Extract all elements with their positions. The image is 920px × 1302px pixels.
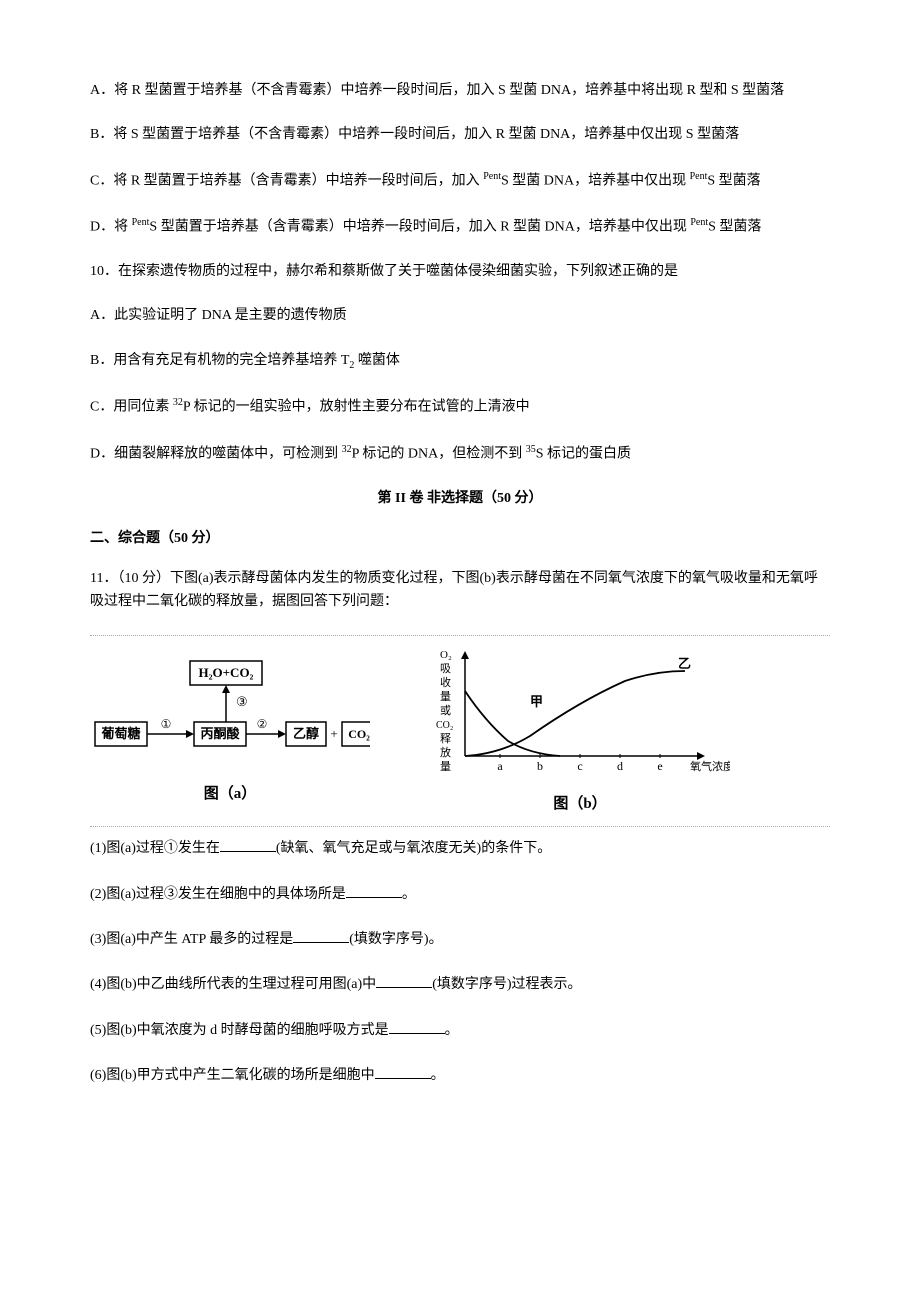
text: P 标记的一组实验中，放射性主要分布在试管的上清液中 <box>183 400 530 415</box>
svg-text:CO₂: CO₂ <box>348 727 370 741</box>
svg-text:氧气浓度: 氧气浓度 <box>690 759 730 773</box>
q11-sub1: (1)图(a)过程①发生在 (缺氧、氧气充足或与氧浓度无关)的条件下。 <box>90 837 830 860</box>
svg-text:O₂: O₂ <box>440 649 452 661</box>
text: P 标记的 DNA，但检测不到 <box>352 446 526 461</box>
svg-text:丙酮酸: 丙酮酸 <box>200 726 240 741</box>
blank <box>346 883 402 898</box>
figure-b: O₂ 吸 收 量 或 CO₂ 释 放 量 甲 乙 a b c d <box>430 646 730 786</box>
text: 。 <box>402 887 416 902</box>
figure-a-label: 图（a） <box>204 782 257 806</box>
svg-text:放: 放 <box>440 745 451 759</box>
q9-option-a: A．将 R 型菌置于培养基（不含青霉素）中培养一段时间后，加入 S 型菌 DNA… <box>90 80 830 102</box>
q11-sub6: (6)图(b)甲方式中产生二氧化碳的场所是细胞中 。 <box>90 1064 830 1087</box>
q11-sub5: (5)图(b)中氧浓度为 d 时酵母菌的细胞呼吸方式是 。 <box>90 1019 830 1042</box>
part-ii-title: 第 II 卷 非选择题（50 分） <box>90 488 830 510</box>
text: (2)图(a)过程③发生在细胞中的具体场所是 <box>90 887 346 902</box>
figure-b-wrap: O₂ 吸 收 量 或 CO₂ 释 放 量 甲 乙 a b c d <box>430 646 730 816</box>
q10-stem: 10．在探索遗传物质的过程中，赫尔希和蔡斯做了关于噬菌体侵染细菌实验，下列叙述正… <box>90 261 830 283</box>
text: (填数字序号)。 <box>349 932 442 947</box>
text: (5)图(b)中氧浓度为 d 时酵母菌的细胞呼吸方式是 <box>90 1023 389 1038</box>
q10-option-a: A．此实验证明了 DNA 是主要的遗传物质 <box>90 305 830 327</box>
svg-text:d: d <box>617 759 623 773</box>
svg-text:葡萄糖: 葡萄糖 <box>100 726 140 741</box>
text: D．将 <box>90 219 132 234</box>
blank <box>389 1019 445 1034</box>
q10-option-b: B．用含有充足有机物的完全培养基培养 T2 噬菌体 <box>90 350 830 374</box>
text: C．将 R 型菌置于培养基（含青霉素）中培养一段时间后，加入 <box>90 173 483 188</box>
q11-sub2: (2)图(a)过程③发生在细胞中的具体场所是 。 <box>90 883 830 906</box>
text: D．细菌裂解释放的噬菌体中，可检测到 <box>90 446 342 461</box>
sup: Pent <box>690 171 708 182</box>
svg-text:乙醇: 乙醇 <box>293 726 319 741</box>
svg-text:e: e <box>657 759 662 773</box>
q9-option-d: D．将 PentS 型菌置于培养基（含青霉素）中培养一段时间后，加入 R 型菌 … <box>90 215 830 239</box>
text: (1)图(a)过程①发生在 <box>90 841 220 856</box>
svg-text:③: ③ <box>236 694 248 709</box>
q11-sub3: (3)图(a)中产生 ATP 最多的过程是 (填数字序号)。 <box>90 928 830 951</box>
text: S 标记的蛋白质 <box>536 446 631 461</box>
text: (3)图(a)中产生 ATP 最多的过程是 <box>90 932 293 947</box>
svg-text:吸: 吸 <box>440 663 451 675</box>
text: S 型菌 DNA，培养基中仅出现 <box>501 173 690 188</box>
svg-text:量: 量 <box>440 690 451 703</box>
svg-text:a: a <box>497 759 503 773</box>
svg-text:甲: 甲 <box>530 694 543 709</box>
blank <box>293 928 349 943</box>
q9-option-b: B．将 S 型菌置于培养基（不含青霉素）中培养一段时间后，加入 R 型菌 DNA… <box>90 124 830 146</box>
text: C．用同位素 <box>90 400 173 415</box>
text: 。 <box>431 1068 445 1083</box>
figure-a: H₂O+CO₂ ③ 葡萄糖 ① 丙酮酸 ② 乙醇 + CO₂ <box>90 656 370 776</box>
text: 。 <box>445 1023 459 1038</box>
text: (缺氧、氧气充足或与氧浓度无关)的条件下。 <box>276 841 551 856</box>
figure-b-label: 图（b） <box>553 792 606 816</box>
svg-text:量: 量 <box>440 760 451 773</box>
blank <box>376 973 432 988</box>
sup: Pent <box>132 217 150 228</box>
sup: 35 <box>526 444 536 455</box>
q10-option-d: D．细菌裂解释放的噬菌体中，可检测到 32P 标记的 DNA，但检测不到 35S… <box>90 442 830 466</box>
section-title: 二、综合题（50 分） <box>90 528 830 550</box>
svg-text:CO₂: CO₂ <box>436 720 453 731</box>
svg-text:释: 释 <box>440 732 451 745</box>
svg-text:②: ② <box>257 717 268 731</box>
text: 噬菌体 <box>354 353 400 368</box>
sup: Pent <box>690 217 708 228</box>
divider <box>90 826 830 827</box>
text: S 型菌置于培养基（含青霉素）中培养一段时间后，加入 R 型菌 DNA，培养基中… <box>149 219 690 234</box>
blank <box>220 837 276 852</box>
blank <box>375 1064 431 1079</box>
text: (4)图(b)中乙曲线所代表的生理过程可用图(a)中 <box>90 977 376 992</box>
q10-option-c: C．用同位素 32P 标记的一组实验中，放射性主要分布在试管的上清液中 <box>90 395 830 419</box>
text: (6)图(b)甲方式中产生二氧化碳的场所是细胞中 <box>90 1068 375 1083</box>
q9-option-c: C．将 R 型菌置于培养基（含青霉素）中培养一段时间后，加入 PentS 型菌 … <box>90 169 830 193</box>
sup: 32 <box>342 444 352 455</box>
figure-a-wrap: H₂O+CO₂ ③ 葡萄糖 ① 丙酮酸 ② 乙醇 + CO₂ 图（a） <box>90 656 370 806</box>
svg-text:或: 或 <box>440 704 451 717</box>
divider <box>90 635 830 636</box>
sup: Pent <box>483 171 501 182</box>
q11-stem: 11．（10 分）下图(a)表示酵母菌体内发生的物质变化过程，下图(b)表示酵母… <box>90 568 830 613</box>
text: S 型菌落 <box>707 173 760 188</box>
svg-text:H₂O+CO₂: H₂O+CO₂ <box>199 665 254 680</box>
text: B．用含有充足有机物的完全培养基培养 T <box>90 353 349 368</box>
svg-text:+: + <box>330 726 337 741</box>
svg-text:b: b <box>537 759 543 773</box>
text: (填数字序号)过程表示。 <box>432 977 581 992</box>
q11-sub4: (4)图(b)中乙曲线所代表的生理过程可用图(a)中 (填数字序号)过程表示。 <box>90 973 830 996</box>
text: S 型菌落 <box>708 219 761 234</box>
sup: 32 <box>173 397 183 408</box>
svg-text:收: 收 <box>440 675 451 689</box>
svg-text:①: ① <box>161 717 172 731</box>
svg-text:c: c <box>577 759 582 773</box>
svg-text:乙: 乙 <box>678 656 691 671</box>
figures-row: H₂O+CO₂ ③ 葡萄糖 ① 丙酮酸 ② 乙醇 + CO₂ 图（a） O₂ 吸… <box>90 646 830 816</box>
